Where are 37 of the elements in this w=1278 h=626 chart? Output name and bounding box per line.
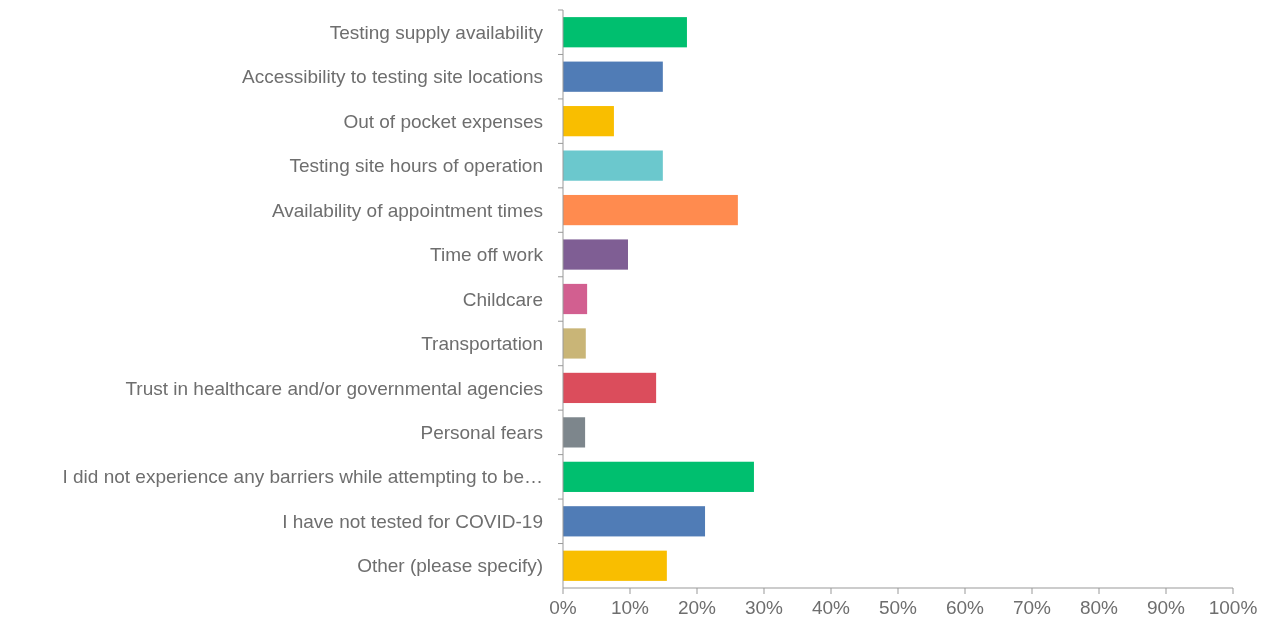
x-tick-label: 0% xyxy=(549,597,577,618)
y-tick-label: Out of pocket expenses xyxy=(343,110,543,132)
x-tick-label: 30% xyxy=(744,597,784,618)
bar xyxy=(563,372,657,404)
bar xyxy=(563,150,663,181)
x-tick-label: 40% xyxy=(811,597,851,618)
y-tick-label: Personal fears xyxy=(420,422,543,444)
x-tick-label: 90% xyxy=(1146,597,1186,618)
bar xyxy=(563,194,738,226)
y-tick-label: I did not experience any barriers while attempting to be… xyxy=(62,466,543,488)
bar xyxy=(563,61,663,92)
x-tick-label: 80% xyxy=(1079,597,1119,618)
y-tick-label: Testing site hours of operation xyxy=(289,155,543,177)
y-tick-label: I have not tested for COVID-19 xyxy=(282,510,543,532)
y-tick-label: Time off work xyxy=(430,244,544,266)
bar xyxy=(563,417,586,448)
bar xyxy=(563,106,614,137)
x-tick-label: 100% xyxy=(1208,597,1258,618)
y-tick-label: Trust in healthcare and/or governmental agencies xyxy=(125,377,543,399)
y-tick-label: Accessibility to testing site locations xyxy=(242,66,543,88)
bar xyxy=(563,328,586,359)
bar xyxy=(563,550,667,581)
x-tick-label: 60% xyxy=(945,597,985,618)
x-tick-label: 50% xyxy=(878,597,918,618)
bar xyxy=(563,239,628,270)
x-tick-label: 20% xyxy=(677,597,717,618)
x-tick-label: 70% xyxy=(1012,597,1052,618)
y-tick-label: Childcare xyxy=(462,288,543,310)
bar xyxy=(563,506,706,537)
y-tick-label: Availability of appointment times xyxy=(271,199,543,221)
y-tick-label: Other (please specify) xyxy=(357,555,543,577)
bar xyxy=(563,283,588,315)
bar xyxy=(563,461,754,492)
y-tick-label: Testing supply availability xyxy=(329,21,544,43)
y-tick-label: Transportation xyxy=(421,333,543,355)
bar xyxy=(563,17,687,48)
x-tick-label: 10% xyxy=(610,597,650,618)
